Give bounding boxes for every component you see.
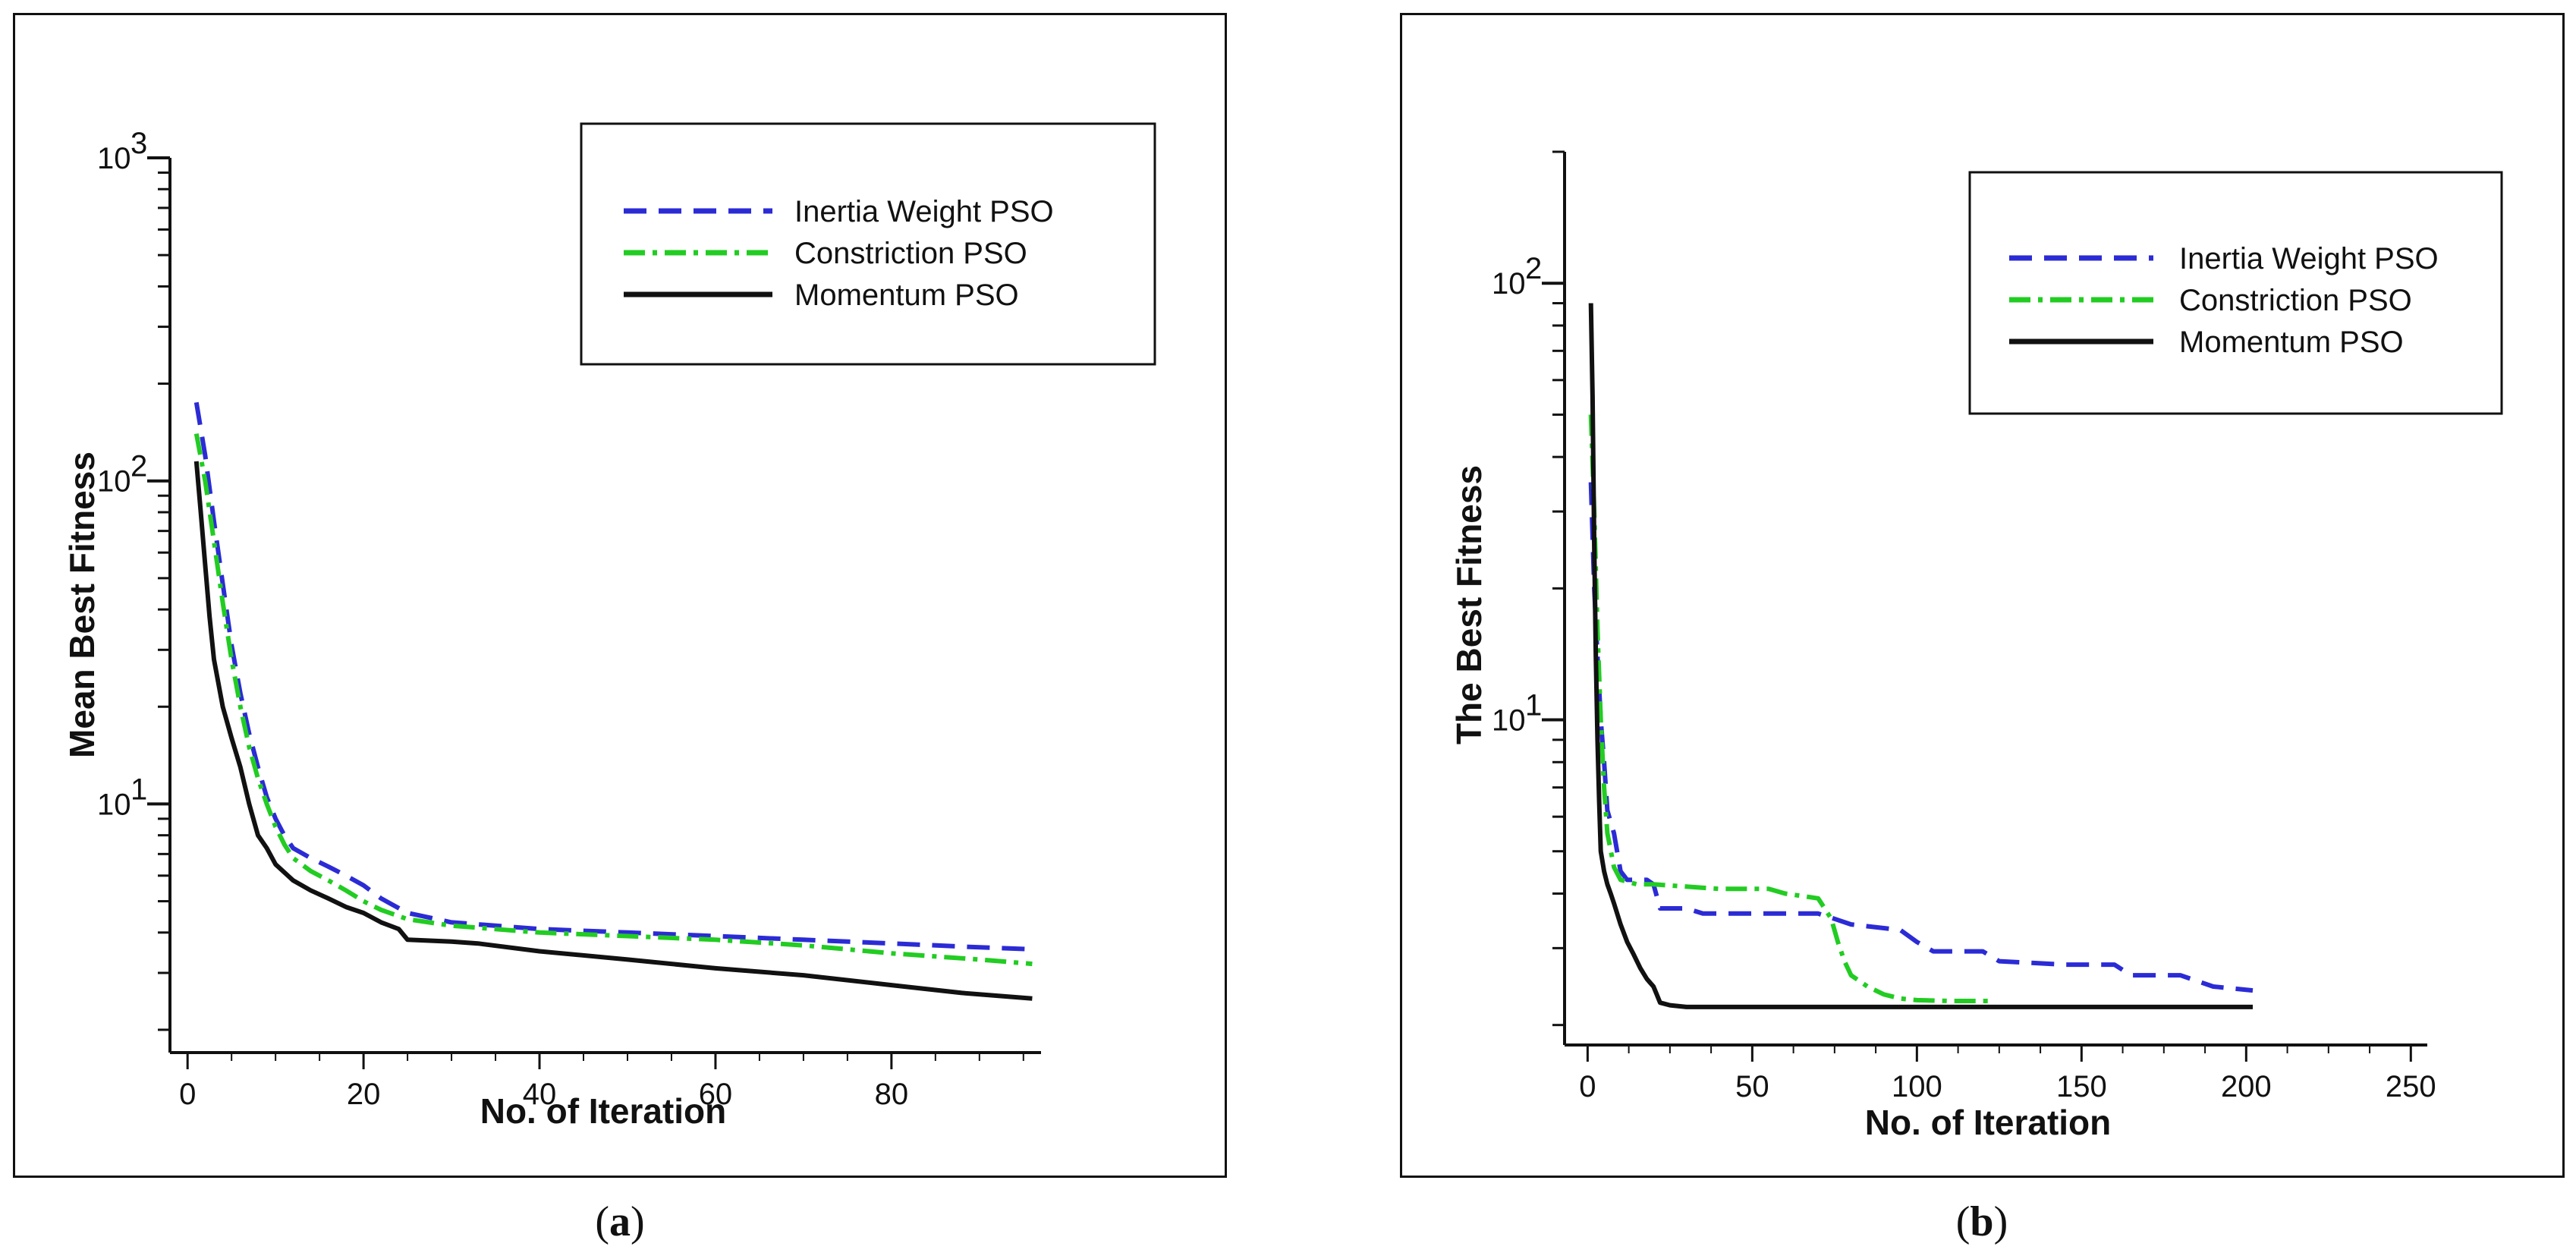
panel-a-legend-label-3: Momentum PSO [794, 279, 1019, 312]
panel-a-x-axis-title: No. of Iteration [480, 1091, 727, 1131]
panel-b-x-tick-label: 0 [1579, 1070, 1596, 1103]
panel-a-y-axis-title: Mean Best Fitness [62, 452, 102, 758]
panel-a-legend-label-2: Constriction PSO [794, 237, 1027, 270]
panel-b-y-axis-title: The Best Fitness [1449, 465, 1489, 744]
panel-b-x-tick-label: 150 [2056, 1070, 2107, 1103]
panel-b-series-line-1 [1588, 482, 2254, 993]
panel-a-y-tick-label: 10 [97, 465, 131, 499]
panel-b-caption: (b) [1956, 1198, 2008, 1245]
panel-a-series-line-2 [193, 433, 1033, 967]
panel-b-x-axis-title: No. of Iteration [1865, 1103, 2112, 1142]
panel-b-series-line-2 [1588, 414, 1989, 1003]
panel-a-legend-box [580, 122, 1156, 366]
panel-b-x-tick-label: 250 [2386, 1070, 2436, 1103]
panel-b-legend-label-2: Constriction PSO [2179, 284, 2412, 317]
panel-a-x-tick-label: 80 [875, 1078, 909, 1111]
panel-b-legend-box [1968, 171, 2503, 415]
panel-a-y-tick-exponent: 1 [131, 773, 147, 806]
panel-a-y-tick-label: 10 [97, 788, 131, 821]
panel-a-x-tick-label: 20 [347, 1078, 381, 1111]
panel-b-x-tick-label: 50 [1735, 1070, 1769, 1103]
panel-b-y-tick-label: 10 [1492, 267, 1526, 301]
panel-b-x-tick-label: 200 [2221, 1070, 2272, 1103]
panel-a-y-tick-exponent: 2 [131, 450, 147, 483]
panel-b-legend-label-3: Momentum PSO [2179, 326, 2404, 359]
panel-b-x-tick-label: 100 [1892, 1070, 1942, 1103]
panel-a-series-line-3 [193, 461, 1033, 1001]
panel-a-x-tick-label: 0 [179, 1078, 196, 1111]
panel-a-y-tick-exponent: 3 [131, 127, 147, 160]
panel-a-caption: (a) [595, 1198, 644, 1245]
panel-a-legend-label-1: Inertia Weight PSO [794, 195, 1054, 228]
panel-b-y-tick-exponent: 2 [1525, 252, 1542, 285]
panel-b-y-tick-exponent: 1 [1525, 689, 1542, 722]
panel-a-series-line-1 [193, 401, 1033, 952]
panel-a-x-tick-label: 40 [523, 1078, 557, 1111]
panel-b-series-line-3 [1588, 303, 2253, 1009]
panel-a-y-tick-label: 10 [97, 142, 131, 175]
panel-b-legend-label-1: Inertia Weight PSO [2179, 242, 2439, 275]
panel-a-x-tick-label: 60 [699, 1078, 733, 1111]
panel-b-y-tick-label: 10 [1492, 704, 1526, 738]
